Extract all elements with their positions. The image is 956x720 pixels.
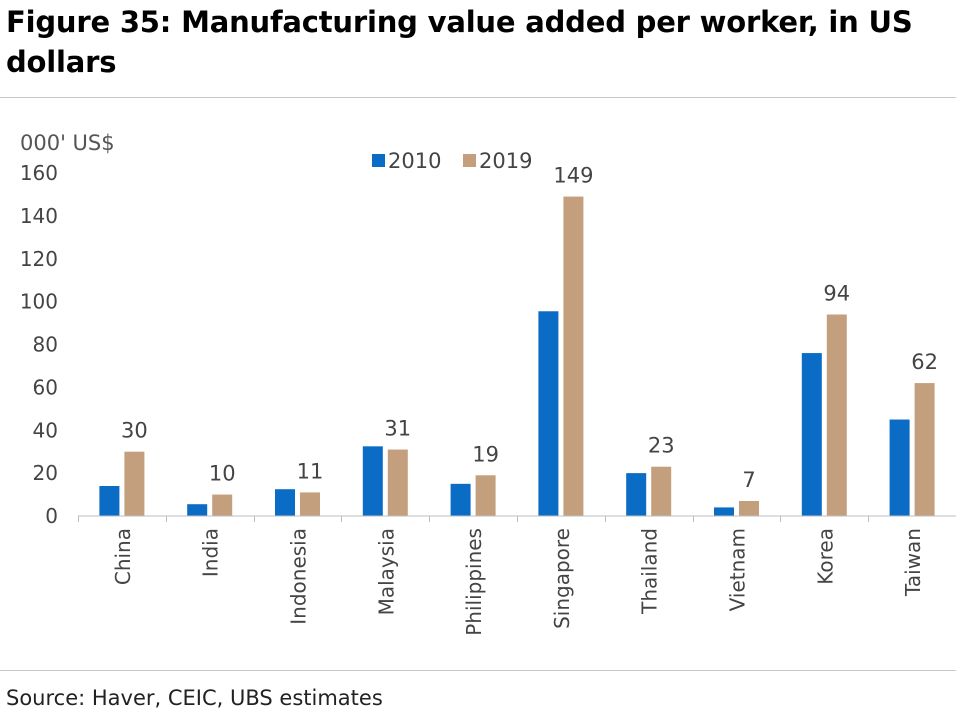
bar-2010-singapore [538, 311, 559, 516]
y-tick-label: 100 [20, 290, 58, 314]
y-axis: 0 20 40 60 80 100 120 140 160 [20, 161, 58, 528]
figure-title: Figure 35: Manufacturing value added per… [6, 5, 913, 79]
bar-2019-vietnam [739, 500, 759, 516]
data-label: 149 [553, 164, 593, 188]
x-axis: China India Indonesia Malaysia Philippines Si… [78, 515, 956, 636]
y-tick-label: 80 [33, 333, 58, 357]
source-note: Source: Haver, CEIC, UBS estimates [6, 686, 383, 710]
bar-2019-philippines [475, 475, 496, 516]
y-tick-label: 60 [33, 375, 58, 399]
legend-swatch-2019 [463, 154, 476, 167]
x-tick-label: India [199, 528, 223, 577]
bar-2019-taiwan [914, 383, 935, 516]
bar-2019-singapore [563, 196, 584, 517]
legend-label: 2010 [388, 149, 441, 173]
y-tick-label: 120 [20, 247, 58, 271]
data-label: 19 [472, 442, 499, 466]
legend: 2010 2019 [372, 149, 532, 173]
source-divider [0, 670, 956, 671]
y-tick-label: 0 [45, 504, 58, 528]
bar-2010-india [187, 504, 208, 516]
x-tick-label: Singapore [550, 528, 574, 629]
bar-2010-vietnam [714, 507, 734, 516]
bar-2019-malaysia [387, 449, 408, 516]
y-tick-label: 20 [33, 461, 58, 485]
data-label: 23 [648, 434, 675, 458]
bar-2010-thailand [626, 473, 647, 516]
bar-2010-china [99, 485, 120, 516]
data-label: 62 [911, 350, 938, 374]
y-tick-label: 140 [20, 204, 58, 228]
bar-2010-malaysia [362, 446, 383, 516]
data-labels: 30 10 11 31 19 149 23 7 94 62 [121, 164, 938, 492]
data-label: 7 [742, 468, 755, 492]
x-tick-label: Malaysia [374, 528, 398, 615]
x-tick-label: China [111, 528, 135, 585]
data-label: 31 [384, 417, 411, 441]
x-tick-label: Philippines [462, 528, 486, 636]
y-unit-label: 000' US$ [20, 131, 115, 155]
data-label: 30 [121, 419, 148, 443]
bar-2019-thailand [651, 466, 672, 516]
title-divider [0, 97, 956, 98]
bar-2010-korea [801, 353, 822, 516]
y-tick-label: 40 [33, 418, 58, 442]
legend-label: 2019 [479, 149, 532, 173]
x-tick-label: Indonesia [287, 528, 311, 625]
bar-2010-indonesia [275, 489, 295, 516]
x-tick-label: Taiwan [901, 528, 925, 597]
legend-swatch-2010 [372, 154, 385, 167]
data-label: 94 [823, 281, 850, 305]
bar-2019-china [124, 451, 145, 516]
bar-2010-philippines [450, 483, 471, 516]
y-tick-label: 160 [20, 161, 58, 185]
bar-2010-taiwan [889, 419, 910, 516]
bar-2019-korea [826, 314, 847, 516]
data-label: 11 [297, 459, 324, 483]
x-tick-label: Vietnam [726, 528, 750, 611]
bar-2019-india [212, 494, 233, 516]
data-label: 10 [209, 462, 236, 486]
bar-chart: 000' US$ 2010 2019 020406080100120140160 … [20, 131, 956, 636]
bars [99, 196, 935, 517]
x-tick-label: Korea [813, 528, 837, 585]
bar-2019-indonesia [300, 492, 320, 516]
x-tick-label: Thailand [638, 528, 662, 615]
